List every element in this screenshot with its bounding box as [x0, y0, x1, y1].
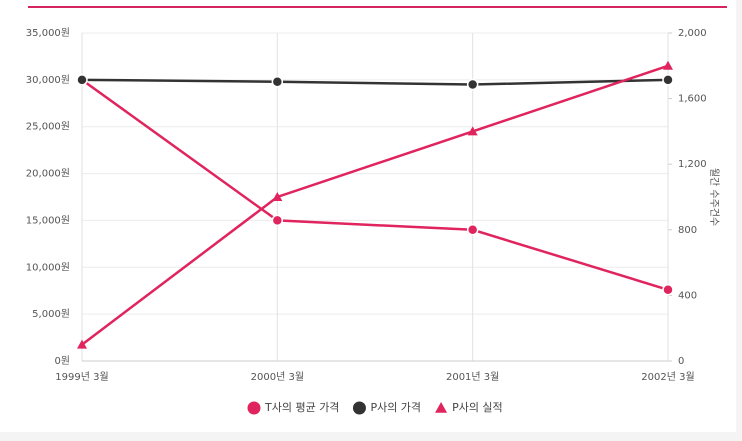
marker — [662, 74, 674, 86]
marker — [663, 60, 673, 70]
y2-tick-label: 1,200 — [678, 159, 707, 170]
y2-tick-label: 2,000 — [678, 28, 707, 39]
marker — [77, 339, 87, 349]
marker — [271, 75, 284, 88]
y-tick-label: 0원 — [54, 355, 70, 367]
marker — [662, 284, 674, 296]
legend-label: T사의 평균 가격 — [264, 401, 339, 414]
y-tick-label: 15,000원 — [26, 214, 70, 226]
marker — [466, 78, 479, 91]
y2-tick-label: 400 — [678, 290, 697, 301]
y2-tick-label: 1,600 — [678, 94, 707, 105]
marker — [272, 192, 283, 201]
marker — [467, 126, 478, 136]
legend-label: P사의 가격 — [370, 401, 421, 414]
y-tick-label: 25,000원 — [26, 121, 70, 133]
x-tick-label: 1999년 3월 — [55, 371, 108, 383]
marker — [76, 74, 88, 86]
y2-tick-label: 800 — [678, 225, 697, 236]
panel — [0, 0, 736, 432]
y-tick-label: 20,000원 — [26, 168, 70, 180]
x-tick-label: 2001년 3월 — [446, 371, 499, 383]
x-tick-label: 2000년 3월 — [251, 371, 304, 383]
y-tick-label: 5,000원 — [32, 308, 70, 320]
y2-tick-label: 0 — [678, 356, 684, 367]
marker — [271, 214, 284, 227]
series-line — [81, 78, 669, 291]
y2-axis-label: 월간 수주건수 — [708, 168, 720, 226]
y-tick-label: 10,000원 — [26, 261, 70, 273]
x-tick-label: 2002년 3월 — [641, 371, 694, 383]
legend-marker — [435, 402, 448, 413]
legend-marker — [352, 401, 366, 415]
marker — [466, 224, 479, 236]
y-tick-label: 35,000원 — [26, 27, 70, 39]
legend-label: P사의 실적 — [452, 401, 503, 414]
series-line — [81, 78, 669, 86]
y-tick-label: 30,000원 — [26, 74, 70, 86]
series-line — [81, 64, 669, 346]
legend-marker — [247, 401, 261, 415]
